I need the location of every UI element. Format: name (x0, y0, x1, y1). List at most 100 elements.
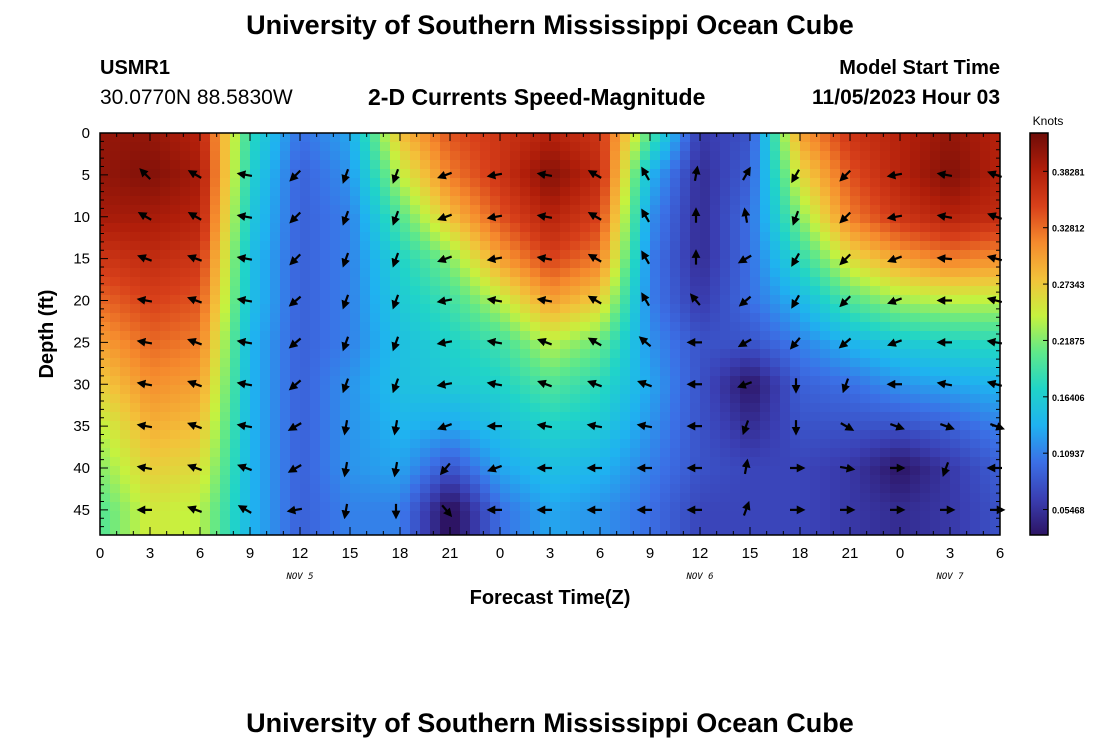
heatmap-cell (310, 214, 321, 224)
heatmap-cell (240, 151, 251, 161)
heatmap-cell (800, 439, 811, 449)
heatmap-cell (470, 268, 481, 278)
heatmap-cell (470, 448, 481, 458)
heatmap-cell (530, 385, 541, 395)
heatmap-cell (160, 358, 171, 368)
heatmap-cell (290, 448, 301, 458)
heatmap-cell (370, 160, 381, 170)
heatmap-cell (810, 457, 821, 467)
heatmap-cell (410, 223, 421, 233)
heatmap-cell (750, 511, 761, 521)
heatmap-cell (280, 268, 291, 278)
heatmap-cell (870, 259, 881, 269)
heatmap-cell (920, 340, 931, 350)
heatmap-cell (810, 169, 821, 179)
heatmap-cell (770, 259, 781, 269)
heatmap-cell (990, 151, 1000, 161)
heatmap-cell (310, 520, 321, 530)
heatmap-cell (370, 133, 381, 143)
heatmap-cell (380, 403, 391, 413)
heatmap-cell (270, 268, 281, 278)
heatmap-cell (420, 133, 431, 143)
current-arrow (536, 296, 553, 305)
heatmap-cell (550, 295, 561, 305)
heatmap-cell (590, 331, 601, 341)
heatmap-cell (660, 250, 671, 260)
heatmap-cell (160, 331, 171, 341)
heatmap-cell (330, 214, 341, 224)
heatmap-cell (470, 403, 481, 413)
heatmap-cell (620, 448, 631, 458)
heatmap-cell (740, 430, 751, 440)
heatmap-cell (600, 358, 611, 368)
heatmap-cell (680, 313, 691, 323)
heatmap-cell (880, 223, 891, 233)
heatmap-cell (690, 403, 701, 413)
heatmap-cell (970, 151, 981, 161)
heatmap-cell (700, 331, 711, 341)
heatmap-cell (330, 466, 341, 476)
heatmap-cell (820, 529, 831, 535)
heatmap-cell (580, 295, 591, 305)
heatmap-cell (160, 142, 171, 152)
heatmap-cell (990, 331, 1000, 341)
heatmap-cell (860, 439, 871, 449)
heatmap-cell (650, 241, 661, 251)
heatmap-cell (780, 214, 791, 224)
heatmap-cell (690, 520, 701, 530)
heatmap-cell (120, 403, 131, 413)
heatmap-cell (330, 475, 341, 485)
heatmap-cell (160, 421, 171, 431)
heatmap-cell (610, 529, 621, 535)
heatmap-cell (440, 178, 451, 188)
heatmap-cell (950, 439, 961, 449)
heatmap-cell (260, 304, 271, 314)
heatmap-cell (370, 214, 381, 224)
heatmap-cell (860, 529, 871, 535)
heatmap-cell (860, 250, 871, 260)
heatmap-cell (200, 223, 211, 233)
heatmap-cell (760, 142, 771, 152)
heatmap-cell (340, 349, 351, 359)
heatmap-cell (940, 412, 951, 422)
heatmap-cell (270, 394, 281, 404)
heatmap-cell (440, 403, 451, 413)
heatmap-cell (740, 484, 751, 494)
heatmap-cell (840, 502, 851, 512)
heatmap-cell (950, 511, 961, 521)
heatmap-cell (580, 250, 591, 260)
heatmap-cell (460, 367, 471, 377)
heatmap-cell (160, 259, 171, 269)
heatmap-cell (610, 169, 621, 179)
heatmap-cell (640, 412, 651, 422)
heatmap-cell (770, 358, 781, 368)
heatmap-cell (370, 367, 381, 377)
heatmap-cell (680, 268, 691, 278)
heatmap-cell (270, 502, 281, 512)
heatmap-cell (130, 241, 141, 251)
heatmap-cell (310, 277, 321, 287)
heatmap-cell (330, 187, 341, 197)
heatmap-cell (530, 250, 541, 260)
heatmap-cell (980, 466, 991, 476)
heatmap-cell (370, 331, 381, 341)
heatmap-cell (110, 223, 121, 233)
heatmap-cell (200, 214, 211, 224)
heatmap-cell (840, 196, 851, 206)
heatmap-cell (700, 169, 711, 179)
heatmap-cell (350, 133, 361, 143)
heatmap-cell (710, 160, 721, 170)
heatmap-cell (950, 214, 961, 224)
heatmap-cell (860, 295, 871, 305)
heatmap-cell (630, 412, 641, 422)
heatmap-cell (600, 277, 611, 287)
heatmap-cell (920, 295, 931, 305)
heatmap-cell (750, 304, 761, 314)
heatmap-cell (270, 295, 281, 305)
heatmap-cell (870, 511, 881, 521)
heatmap-cell (950, 169, 961, 179)
heatmap-cell (420, 259, 431, 269)
heatmap-cell (370, 340, 381, 350)
heatmap-cell (890, 313, 901, 323)
heatmap-cell (320, 340, 331, 350)
